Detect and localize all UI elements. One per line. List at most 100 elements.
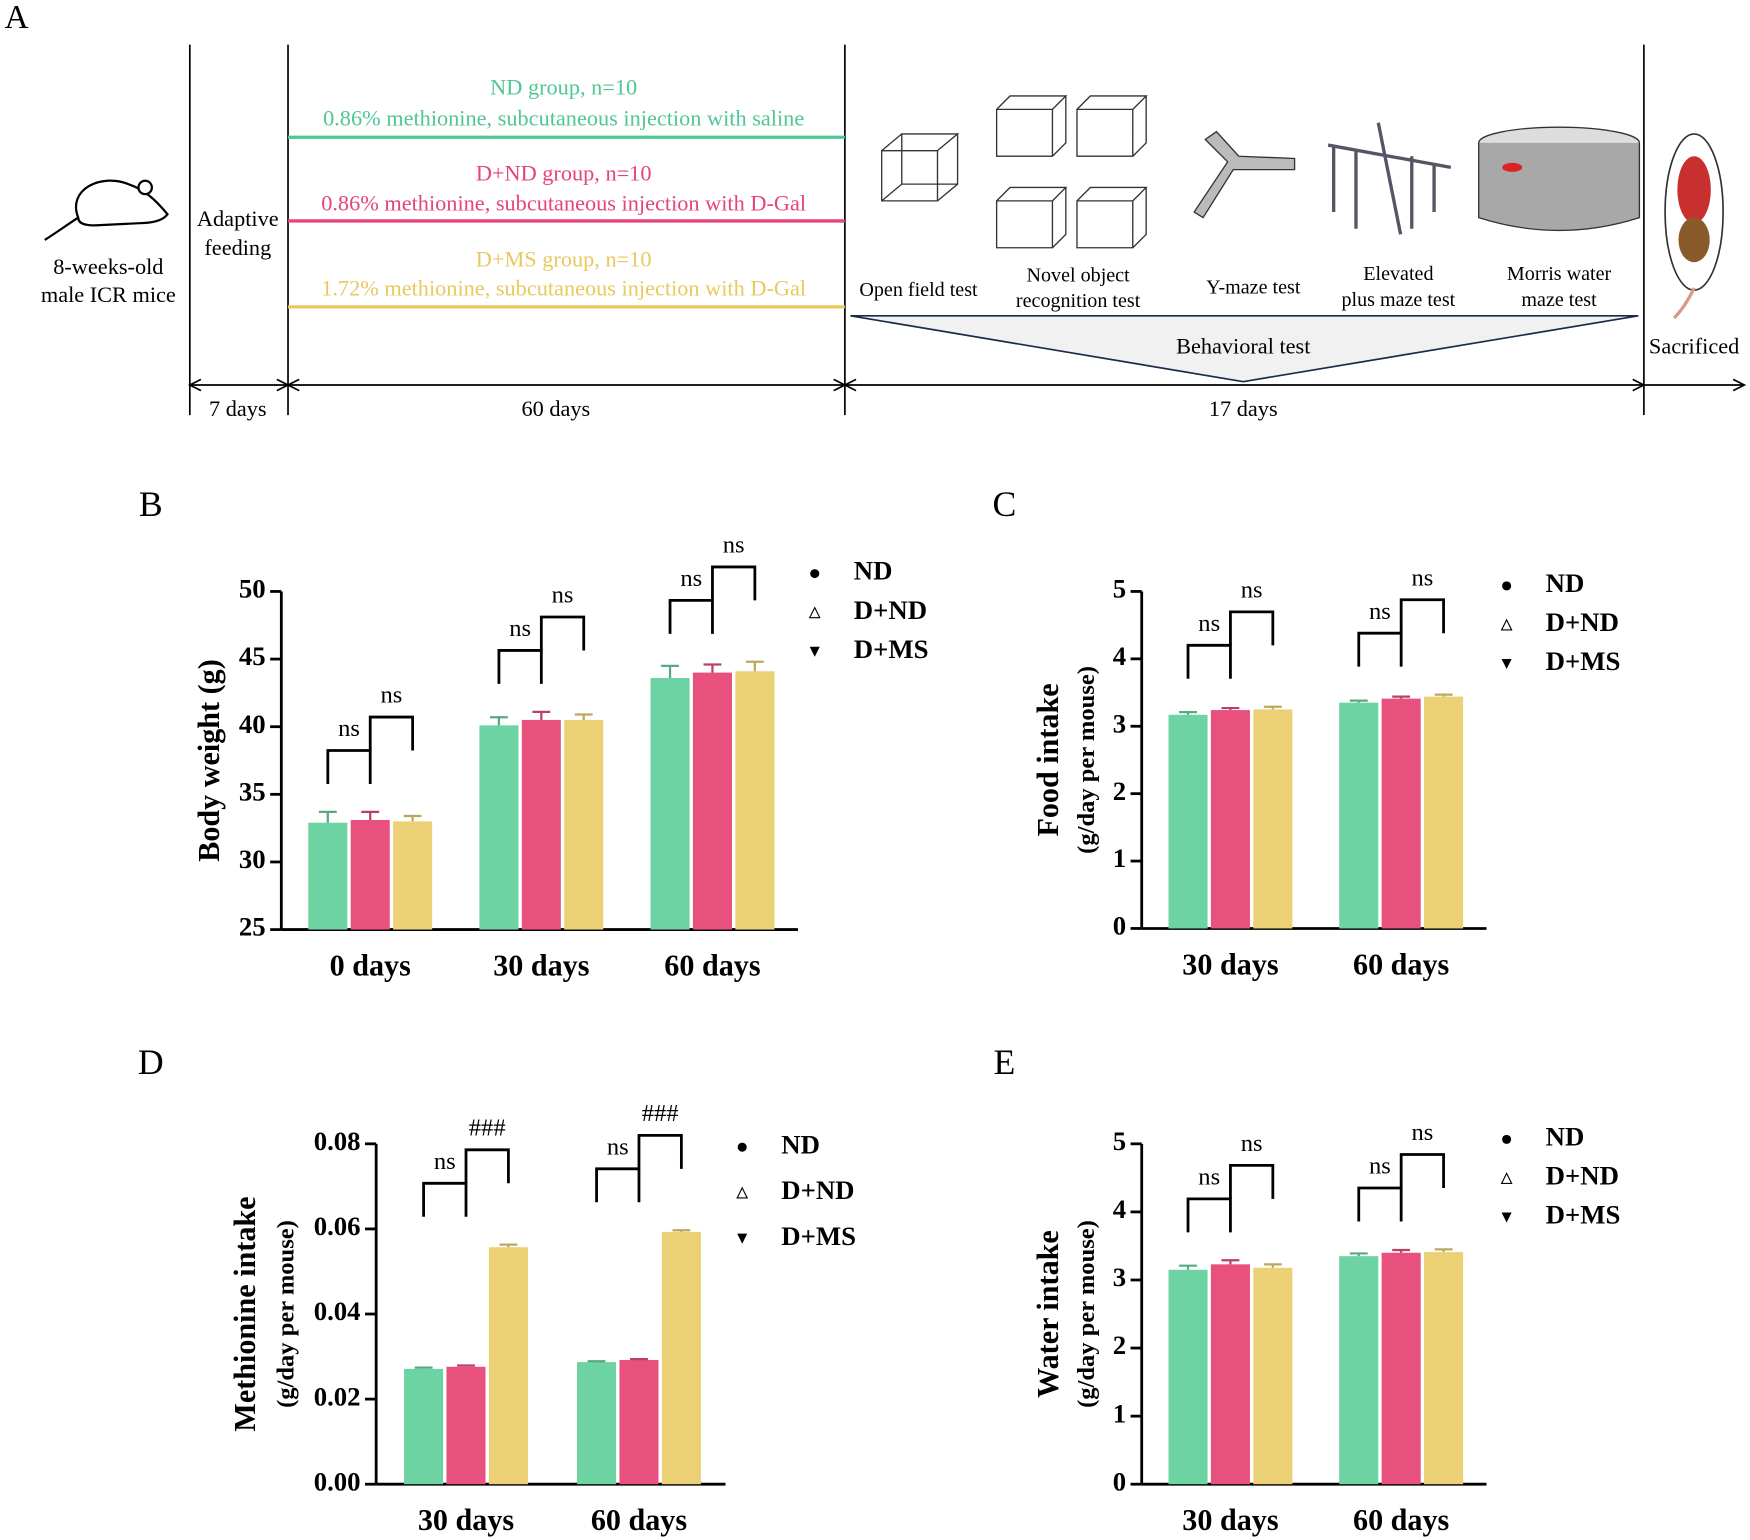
legend-label: ND	[854, 556, 893, 586]
legend-marker	[1501, 1212, 1512, 1223]
y-tick-label: 3	[1113, 708, 1126, 738]
y-tick-label: 0.08	[314, 1126, 361, 1156]
error-bar	[1179, 710, 1197, 715]
x-tick-label: 60 days	[1353, 1503, 1449, 1537]
legend-marker	[1501, 658, 1512, 670]
y-tick-label: 1	[1113, 1398, 1126, 1428]
panel-label: B	[139, 484, 163, 524]
y-tick-label: 5	[1113, 1126, 1126, 1156]
x-tick-label: 60 days	[664, 949, 760, 983]
bar	[735, 671, 775, 930]
error-bar	[457, 1364, 475, 1367]
legend-label: D+ND	[854, 595, 927, 625]
panel-label: A	[5, 0, 29, 36]
error-bar	[661, 664, 679, 679]
error-bar	[414, 1366, 433, 1369]
significance-bracket	[1399, 1153, 1445, 1188]
group-description: 0.86% methionine, subcutaneous injection…	[323, 106, 804, 131]
error-bar	[499, 1243, 518, 1248]
significance-label: ns	[1369, 1153, 1391, 1180]
significance-label: ns	[1198, 1163, 1220, 1190]
error-bar	[672, 1229, 691, 1232]
group-name: ND group, n=10	[490, 74, 637, 99]
test-label: Novel object	[1027, 264, 1131, 286]
y-tick-label: 0	[1113, 1466, 1126, 1496]
error-bar	[318, 810, 337, 823]
subject-text: 8-weeks-old	[53, 254, 163, 279]
bar	[404, 1368, 444, 1485]
significance-bracket	[711, 565, 757, 601]
significance-bracket	[595, 1167, 641, 1203]
legend-marker	[1502, 1134, 1512, 1144]
bar	[308, 822, 348, 930]
y-axis-label: Food intake	[1031, 683, 1065, 836]
significance-bracket	[422, 1181, 468, 1217]
test-icons	[881, 95, 1641, 249]
y-tick-label: 0.02	[314, 1381, 361, 1411]
significance-bracket	[1357, 1186, 1403, 1222]
legend-marker	[809, 646, 820, 657]
y-tick-label: 5	[1113, 574, 1126, 604]
legend-label: ND	[1546, 1122, 1585, 1152]
error-bar	[630, 1358, 648, 1361]
y-tick-label: 0.00	[314, 1466, 361, 1496]
test-label: Elevated	[1363, 263, 1433, 285]
legend-label: ND	[781, 1129, 820, 1159]
error-bar	[1392, 695, 1411, 699]
legend-marker	[808, 606, 821, 619]
mouse-icon	[44, 179, 169, 241]
significance-bracket	[637, 1133, 683, 1169]
test-label: maze test	[1521, 289, 1597, 311]
y-tick-label: 40	[239, 709, 266, 739]
bar	[661, 1231, 701, 1485]
y-axis-label: Methionine intake	[228, 1196, 262, 1431]
y-tick-label: 0.04	[314, 1296, 361, 1326]
group-description: 0.86% methionine, subcutaneous injection…	[321, 190, 806, 215]
bar	[350, 820, 390, 930]
significance-label: ns	[552, 582, 574, 609]
significance-label: ns	[723, 531, 745, 558]
error-bar	[1434, 693, 1453, 697]
significance-label: ns	[509, 615, 531, 642]
bar	[1210, 1264, 1250, 1485]
significance-label: ns	[1198, 610, 1220, 637]
test-label: recognition test	[1016, 290, 1141, 312]
significance-bracket	[1229, 1163, 1275, 1199]
y-axis-label: Body weight (g)	[192, 659, 226, 862]
y-tick-label: 2	[1113, 1330, 1126, 1360]
duration-label: 17 days	[1209, 396, 1278, 421]
x-tick-label: 30 days	[493, 949, 589, 983]
error-bar	[1349, 1252, 1368, 1257]
y-tick-label: 1	[1113, 843, 1126, 873]
significance-bracket	[1229, 610, 1275, 646]
significance-label: ###	[642, 1100, 679, 1127]
legend-label: D+MS	[854, 634, 929, 664]
legend-label: D+MS	[781, 1221, 856, 1251]
significance-label: ns	[607, 1133, 629, 1160]
error-bar	[703, 663, 722, 673]
legend-label: D+MS	[1546, 1200, 1621, 1230]
significance-label: ###	[469, 1114, 506, 1141]
bar	[1424, 1252, 1464, 1485]
legend-marker	[736, 1186, 749, 1199]
test-label: Morris water	[1507, 263, 1612, 285]
y-tick-label: 0	[1113, 911, 1126, 941]
significance-label: ns	[1369, 598, 1391, 625]
significance-bracket	[326, 749, 372, 785]
significance-label: ns	[680, 565, 702, 592]
subject-text: male ICR mice	[41, 282, 176, 307]
y-tick-label: 4	[1113, 641, 1126, 671]
y-axis-label: (g/day per mouse)	[273, 1220, 300, 1408]
bar	[1424, 696, 1464, 929]
duration-label: 7 days	[209, 396, 267, 421]
group-name: D+MS group, n=10	[476, 246, 652, 271]
error-bar	[1349, 699, 1368, 703]
bar	[650, 678, 690, 930]
endpoint-label: Sacrificed	[1649, 333, 1739, 358]
x-tick-label: 60 days	[1353, 947, 1449, 981]
significance-bracket	[668, 599, 714, 634]
error-bar	[1434, 1248, 1453, 1253]
error-bar	[1392, 1248, 1411, 1253]
significance-label: ns	[381, 682, 403, 709]
